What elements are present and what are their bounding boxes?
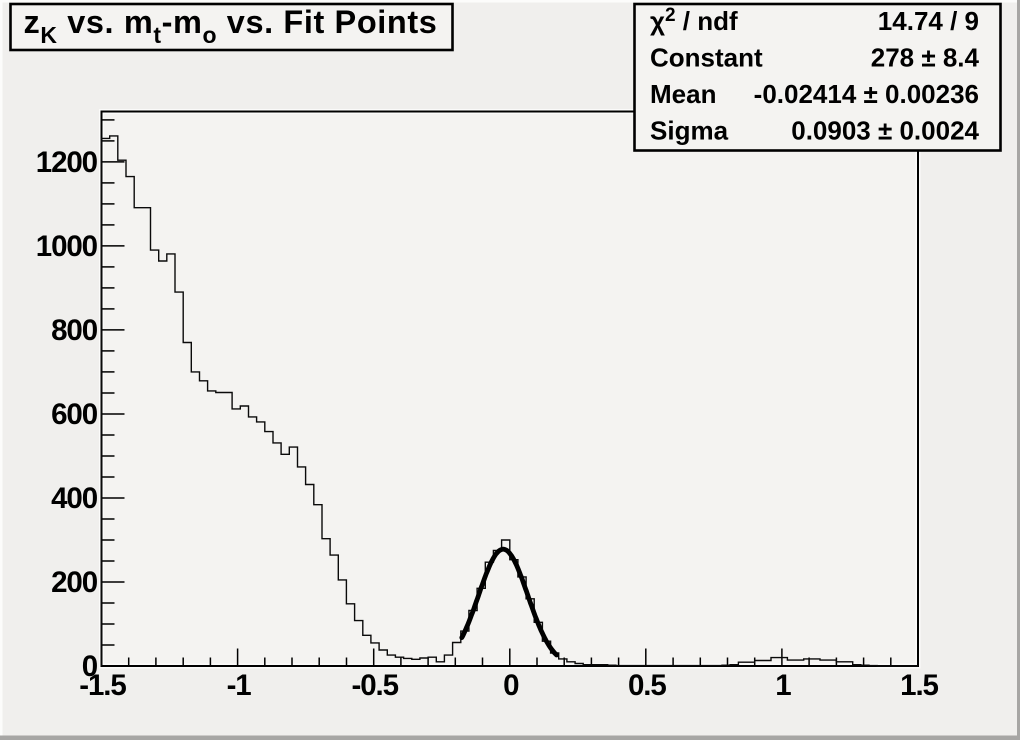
- svg-text:-0.02414 ± 0.00236: -0.02414 ± 0.00236: [754, 79, 979, 109]
- svg-text:400: 400: [51, 482, 98, 515]
- svg-text:χ2 / ndf: χ2 / ndf: [650, 5, 738, 36]
- svg-text:14.74 / 9: 14.74 / 9: [878, 6, 979, 36]
- svg-text:0: 0: [503, 669, 519, 702]
- svg-text:1000: 1000: [36, 230, 98, 263]
- svg-text:1: 1: [775, 669, 791, 702]
- svg-text:-0.5: -0.5: [351, 669, 398, 702]
- svg-text:Constant: Constant: [650, 43, 763, 73]
- svg-text:Mean: Mean: [650, 79, 716, 109]
- svg-text:1.5: 1.5: [900, 669, 938, 702]
- svg-text:0: 0: [82, 650, 98, 683]
- svg-text:zK vs. mt-mo vs. Fit Points: zK vs. mt-mo vs. Fit Points: [24, 4, 438, 48]
- svg-text:278 ± 8.4: 278 ± 8.4: [871, 43, 980, 73]
- svg-text:-1: -1: [227, 669, 252, 702]
- svg-text:600: 600: [51, 398, 98, 431]
- svg-text:0.0903 ± 0.0024: 0.0903 ± 0.0024: [791, 116, 979, 146]
- svg-text:200: 200: [51, 566, 98, 599]
- svg-text:800: 800: [51, 314, 98, 347]
- svg-text:Sigma: Sigma: [650, 116, 729, 146]
- svg-text:0.5: 0.5: [628, 669, 666, 702]
- svg-text:1200: 1200: [36, 146, 98, 179]
- svg-text:-1.5: -1.5: [79, 669, 126, 702]
